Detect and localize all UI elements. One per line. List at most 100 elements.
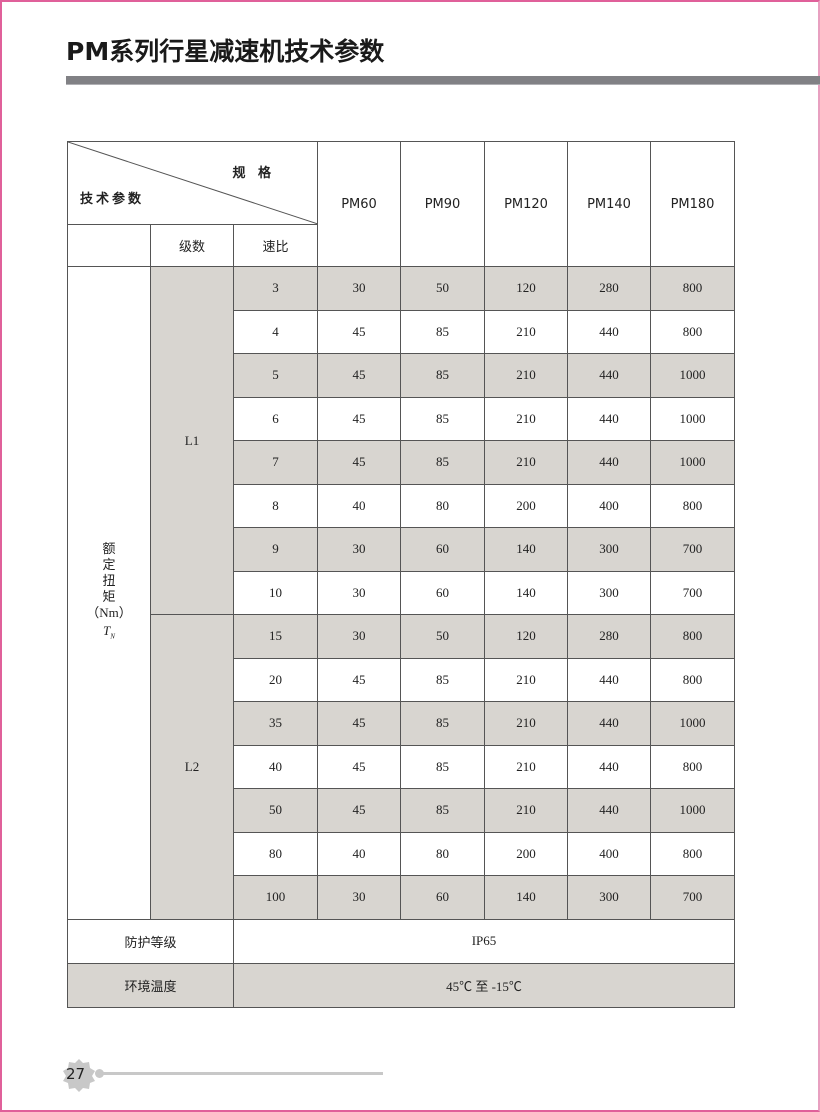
model-header: PM90 <box>400 141 486 267</box>
ratio-cell: 100 <box>232 875 319 920</box>
torque-value-cell: 45 <box>317 353 402 398</box>
ratio-cell: 5 <box>232 353 319 398</box>
torque-value-cell: 45 <box>317 657 402 702</box>
header-param: 技术参数 <box>80 192 145 207</box>
torque-label-char: 额 <box>102 540 116 556</box>
temperature-row: 环境温度 45℃ 至 -15℃ <box>67 962 736 1008</box>
torque-value-cell: 60 <box>400 527 486 572</box>
torque-value-cell: 1000 <box>650 788 736 833</box>
torque-value-cell: 85 <box>400 396 486 441</box>
torque-value-cell: 400 <box>567 483 652 528</box>
torque-value-cell: 210 <box>484 744 569 789</box>
table-row: 9 30 60 140 300 700 <box>68 527 736 572</box>
torque-value-cell: 210 <box>484 788 569 833</box>
empty-header-cell <box>67 224 151 267</box>
torque-value-cell: 140 <box>484 875 569 920</box>
torque-value-cell: 60 <box>400 875 486 920</box>
model-header: PM120 <box>484 141 569 267</box>
torque-label-char: 矩 <box>102 588 116 604</box>
table-row: 6 45 85 210 440 1000 <box>68 396 736 441</box>
torque-value-cell: 440 <box>567 396 652 441</box>
torque-value-cell: 85 <box>400 353 486 398</box>
torque-value-cell: 40 <box>317 483 402 528</box>
page-number: 27 <box>66 1065 86 1083</box>
torque-value-cell: 300 <box>567 570 652 615</box>
torque-value-cell: 210 <box>484 440 569 485</box>
ratio-cell: 40 <box>232 744 319 789</box>
ratio-cell: 8 <box>232 483 319 528</box>
torque-symbol: TN <box>68 623 150 645</box>
ratio-cell: 6 <box>232 396 319 441</box>
torque-value-cell: 440 <box>567 788 652 833</box>
table-row: L2 15 30 50 120 280 800 <box>68 614 736 920</box>
header-ratio: 速比 <box>232 224 319 267</box>
model-header: PM180 <box>650 141 736 267</box>
torque-value-cell: 1000 <box>650 396 736 441</box>
protection-value: IP65 <box>232 918 736 964</box>
torque-value-cell: 800 <box>650 831 736 876</box>
torque-value-cell: 210 <box>484 353 569 398</box>
torque-value-cell: 800 <box>650 744 736 789</box>
torque-value-cell: 400 <box>567 831 652 876</box>
stage-cell: L1 <box>150 266 234 615</box>
protection-row: 防护等级 IP65 <box>67 918 736 964</box>
torque-label-char: 定 <box>102 556 116 572</box>
footer-line <box>98 1072 383 1075</box>
torque-value-cell: 440 <box>567 309 652 354</box>
torque-value-cell: 80 <box>400 831 486 876</box>
torque-value-cell: 800 <box>650 614 736 659</box>
torque-value-cell: 440 <box>567 744 652 789</box>
ratio-cell: 9 <box>232 527 319 572</box>
torque-value-cell: 210 <box>484 396 569 441</box>
temperature-value: 45℃ 至 -15℃ <box>232 962 736 1008</box>
torque-value-cell: 210 <box>484 657 569 702</box>
torque-value-cell: 45 <box>317 701 402 746</box>
table-row: 8 40 80 200 400 800 <box>68 483 736 528</box>
ratio-cell: 20 <box>232 657 319 702</box>
header-stage: 级数 <box>150 224 234 267</box>
torque-value-cell: 300 <box>567 875 652 920</box>
torque-value-cell: 210 <box>484 701 569 746</box>
torque-value-cell: 140 <box>484 570 569 615</box>
ratio-cell: 3 <box>232 266 319 311</box>
torque-value-cell: 440 <box>567 353 652 398</box>
table-row: 35 45 85 210 440 1000 <box>68 701 736 746</box>
torque-value-cell: 210 <box>484 309 569 354</box>
torque-value-cell: 1000 <box>650 701 736 746</box>
torque-value-cell: 440 <box>567 657 652 702</box>
torque-value-cell: 120 <box>484 266 569 311</box>
torque-value-cell: 120 <box>484 614 569 659</box>
torque-value-cell: 45 <box>317 396 402 441</box>
torque-value-cell: 30 <box>317 875 402 920</box>
table-row: 20 45 85 210 440 800 <box>68 657 736 702</box>
ratio-cell: 15 <box>232 614 319 659</box>
page-title: PM系列行星减速机技术参数 <box>66 37 385 66</box>
table-row: 100 30 60 140 300 700 <box>68 875 736 920</box>
torque-value-cell: 45 <box>317 744 402 789</box>
torque-value-cell: 200 <box>484 831 569 876</box>
torque-label-char: 扭 <box>102 572 116 588</box>
torque-value-cell: 60 <box>400 570 486 615</box>
diagonal-line <box>68 142 318 224</box>
protection-label: 防护等级 <box>67 918 234 964</box>
torque-value-cell: 30 <box>317 570 402 615</box>
torque-value-cell: 440 <box>567 440 652 485</box>
spec-table: 规 格 技术参数 PM60 PM90 PM120 PM140 PM180 级数 … <box>66 141 736 1008</box>
ratio-cell: 4 <box>232 309 319 354</box>
torque-value-cell: 280 <box>567 266 652 311</box>
torque-value-cell: 800 <box>650 309 736 354</box>
temperature-label: 环境温度 <box>67 962 234 1008</box>
torque-value-cell: 700 <box>650 875 736 920</box>
ratio-cell: 80 <box>232 831 319 876</box>
ratio-cell: 10 <box>232 570 319 615</box>
model-header: PM60 <box>317 141 402 267</box>
table-row: 40 45 85 210 440 800 <box>68 744 736 789</box>
torque-value-cell: 700 <box>650 527 736 572</box>
table-row: 5 45 85 210 440 1000 <box>68 353 736 398</box>
torque-value-cell: 440 <box>567 701 652 746</box>
header-spec: 规 格 <box>232 166 276 181</box>
diagonal-header-cell: 规 格 技术参数 <box>66 141 319 225</box>
torque-value-cell: 30 <box>317 266 402 311</box>
torque-value-cell: 200 <box>484 483 569 528</box>
